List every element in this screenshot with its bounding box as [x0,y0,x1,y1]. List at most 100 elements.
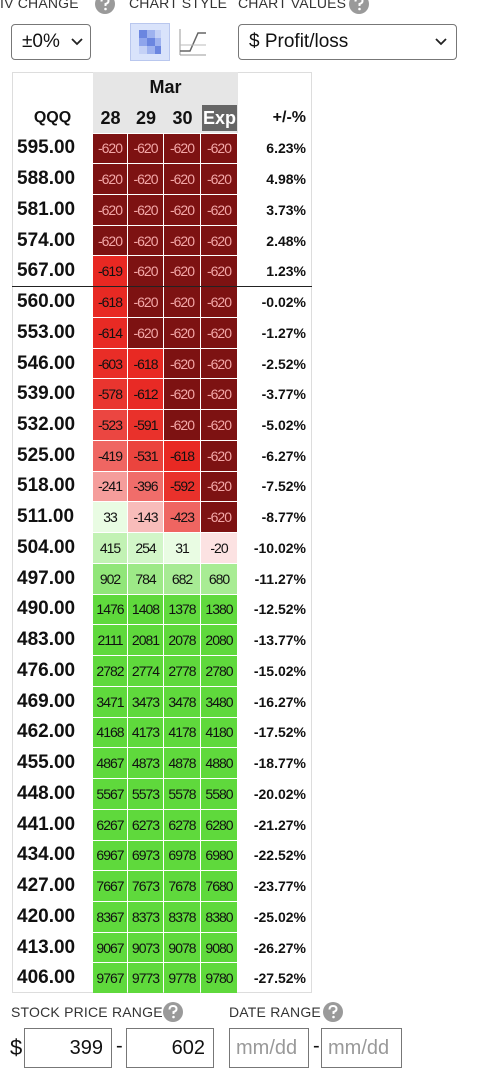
pl-cell: 2078 [164,625,200,656]
price-change: -8.77% [261,509,306,526]
iv-change-label: IV CHANGE [0,0,79,11]
pl-cell: 2780 [201,656,237,686]
pl-cell: -620 [128,164,163,194]
help-icon[interactable] [94,0,116,15]
pl-cell: -620 [93,133,127,164]
date-column-header: 29 [135,107,157,128]
pl-cell: 9767 [93,963,127,994]
strike-price: 406.00 [17,967,76,989]
price-change: 2.48% [266,232,306,249]
date-end-input[interactable]: mm/dd [321,1028,402,1068]
pl-cell: -614 [93,317,127,348]
help-icon[interactable] [322,1001,344,1023]
price-change: -21.27% [253,816,306,833]
pl-cell: 9078 [164,932,200,963]
pl-cell: -618 [93,287,127,317]
pl-cell: -620 [164,348,200,379]
pl-cell: 7678 [164,871,200,901]
price-change: -7.52% [261,478,306,495]
chevron [71,38,83,46]
price-change: -26.27% [253,939,306,956]
date-start-input[interactable]: mm/dd [229,1028,309,1068]
pl-cell: -396 [128,471,163,502]
iv-change-select[interactable]: ±0% [11,24,91,60]
date-start: mm/dd [236,1036,298,1059]
line-style-button[interactable] [172,23,212,61]
date-column-header: Exp [202,105,237,131]
currency-symbol: $ [10,1035,23,1060]
pl-cell: 9780 [201,963,237,994]
pl-cell: 31 [164,533,200,563]
pl-cell: 1378 [164,594,200,625]
pl-cell: -620 [201,317,237,348]
pl-cell: 3478 [164,686,200,717]
strike-price: 574.00 [17,229,76,251]
price-change: -23.77% [253,878,306,895]
pl-cell: -620 [201,410,237,440]
strike-price: 455.00 [17,752,76,774]
pl-cell: 6273 [128,809,163,840]
pl-cell: 3480 [201,686,237,717]
pl-cell: -620 [201,133,237,164]
help-icon[interactable] [162,1001,184,1023]
chevron [435,38,447,46]
price-change: -18.77% [253,755,306,772]
help-icon[interactable] [348,0,370,15]
strike-price: 476.00 [17,659,76,681]
pl-cell: -620 [128,225,163,256]
pl-cell: -620 [128,194,163,225]
pl-cell: 8380 [201,902,237,932]
price-change: -1.27% [261,324,306,341]
pl-cell: 8373 [128,902,163,932]
strike-price: 420.00 [17,905,76,927]
pl-cell: 4867 [93,748,127,779]
pl-cell: 415 [93,533,127,563]
pl-cell: -620 [201,256,237,287]
price-change: -2.52% [261,355,306,372]
pl-cell: 6267 [93,809,127,840]
pl-cell: 5573 [128,779,163,809]
pl-cell: 2782 [93,656,127,686]
pl-cell: 9773 [128,963,163,994]
pl-cell: -20 [201,533,237,563]
pl-cell: -620 [201,471,237,502]
price-change: 1.23% [266,263,306,280]
pl-cell: -620 [164,256,200,287]
pl-cell: 6978 [164,840,200,871]
price-high-input[interactable]: 602 [126,1028,214,1068]
pl-cell: -620 [201,287,237,317]
chart-values-select[interactable]: $ Profit/loss [238,24,457,60]
pl-cell: -620 [128,256,163,287]
pl-cell: -143 [128,502,163,533]
price-change: -11.27% [254,570,306,587]
chart-style-label: CHART STYLE [129,0,228,11]
chart-values-label: CHART VALUES [238,0,347,11]
pl-cell: -620 [164,194,200,225]
price-low: 399 [69,1036,103,1059]
pl-cell: -620 [128,317,163,348]
pl-cell: 7673 [128,871,163,901]
price-change: -5.02% [261,417,306,434]
pl-cell: -620 [201,440,237,471]
strike-price: 441.00 [17,813,76,835]
pl-cell: 6967 [93,840,127,871]
heatmap-style-button[interactable] [130,23,170,61]
pl-cell: 4873 [128,748,163,779]
strike-price: 413.00 [17,936,76,958]
pl-cell: 9073 [128,932,163,963]
pl-cell: 2111 [93,625,127,656]
strike-price: 546.00 [17,352,76,374]
pl-cell: 33 [93,502,127,533]
strike-price: 567.00 [17,260,76,282]
pl-cell: -620 [164,287,200,317]
price-change: 3.73% [266,201,306,218]
price-change: 4.98% [266,171,306,188]
pl-cell: 902 [93,563,127,594]
pl-cell: 2778 [164,656,200,686]
pl-cell: -620 [201,164,237,194]
price-low-input[interactable]: 399 [24,1028,112,1068]
pl-cell: -523 [93,410,127,440]
strike-price: 518.00 [17,475,76,497]
pl-cell: 5578 [164,779,200,809]
pl-cell: 1380 [201,594,237,625]
